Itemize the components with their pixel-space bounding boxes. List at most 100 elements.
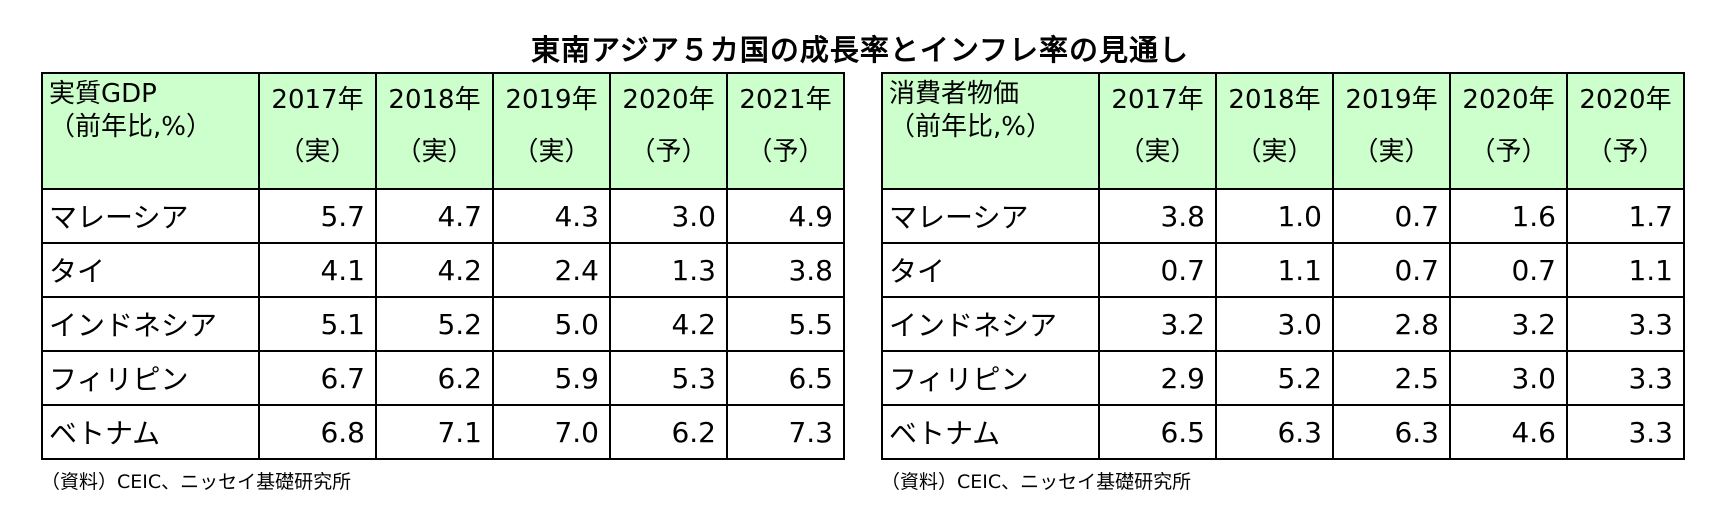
value-cell: 1.7 [1566, 188, 1685, 244]
column-status: （実） [1352, 137, 1431, 167]
column-year: 2020年 [1579, 85, 1672, 115]
column-year: 2018年 [388, 85, 481, 115]
value-cell: 7.0 [492, 404, 611, 460]
table-row: フィリピン 2.9 5.2 2.5 3.0 3.3 [881, 350, 1685, 406]
value-cell: 6.3 [1332, 404, 1451, 460]
value-cell: 5.2 [1215, 350, 1334, 406]
country-name: フィリピン [881, 350, 1100, 406]
table-row: フィリピン 6.7 6.2 5.9 5.3 6.5 [41, 350, 845, 406]
value-cell: 3.3 [1566, 404, 1685, 460]
value-cell: 3.0 [1449, 350, 1568, 406]
table-label-unit: （前年比,%） [49, 112, 212, 142]
table-row: ベトナム 6.5 6.3 6.3 4.6 3.3 [881, 404, 1685, 460]
table-row: ベトナム 6.8 7.1 7.0 6.2 7.3 [41, 404, 845, 460]
value-cell: 1.6 [1449, 188, 1568, 244]
source-note: （資料）CEIC、ニッセイ基礎研究所 [41, 471, 352, 493]
gdp-table: 実質GDP （前年比,%） 2017年 （実） 2018年 （実） 2019年 （実）… [41, 72, 845, 460]
table-header-row: 消費者物価 （前年比,%） 2017年 （実） 2018年 （実） 2019年 （実）… [881, 72, 1685, 190]
table-label-cell: 消費者物価 （前年比,%） [881, 72, 1100, 190]
country-name: マレーシア [881, 188, 1100, 244]
value-cell: 4.7 [375, 188, 494, 244]
value-cell: 3.8 [726, 242, 845, 298]
table-label-unit: （前年比,%） [889, 112, 1052, 142]
column-header: 2018年 （実） [1215, 72, 1334, 190]
column-header: 2018年 （実） [375, 72, 494, 190]
value-cell: 3.2 [1449, 296, 1568, 352]
value-cell: 5.5 [726, 296, 845, 352]
value-cell: 0.7 [1098, 242, 1217, 298]
value-cell: 4.2 [609, 296, 728, 352]
value-cell: 7.1 [375, 404, 494, 460]
column-status: （予） [746, 137, 825, 167]
value-cell: 3.0 [609, 188, 728, 244]
column-status: （予） [629, 137, 708, 167]
value-cell: 1.3 [609, 242, 728, 298]
column-header: 2020年 （予） [1566, 72, 1685, 190]
value-cell: 4.3 [492, 188, 611, 244]
value-cell: 3.3 [1566, 296, 1685, 352]
value-cell: 6.8 [258, 404, 377, 460]
column-status: （実） [512, 137, 591, 167]
country-name: インドネシア [41, 296, 260, 352]
column-header: 2017年 （実） [258, 72, 377, 190]
value-cell: 0.7 [1332, 242, 1451, 298]
table-row: インドネシア 3.2 3.0 2.8 3.2 3.3 [881, 296, 1685, 352]
column-year: 2019年 [505, 85, 598, 115]
column-header: 2021年 （予） [726, 72, 845, 190]
column-status: （予） [1586, 137, 1665, 167]
country-name: ベトナム [881, 404, 1100, 460]
table-header-row: 実質GDP （前年比,%） 2017年 （実） 2018年 （実） 2019年 （実）… [41, 72, 845, 190]
table-label-title: 実質GDP [49, 79, 157, 109]
column-header: 2019年 （実） [1332, 72, 1451, 190]
column-status: （実） [278, 137, 357, 167]
country-name: ベトナム [41, 404, 260, 460]
value-cell: 5.1 [258, 296, 377, 352]
column-status: （実） [1235, 137, 1314, 167]
value-cell: 2.5 [1332, 350, 1451, 406]
column-header: 2020年 （予） [1449, 72, 1568, 190]
column-header: 2019年 （実） [492, 72, 611, 190]
value-cell: 6.7 [258, 350, 377, 406]
value-cell: 6.3 [1215, 404, 1334, 460]
table-label-cell: 実質GDP （前年比,%） [41, 72, 260, 190]
value-cell: 4.2 [375, 242, 494, 298]
column-header: 2020年 （予） [609, 72, 728, 190]
table-row: タイ 4.1 4.2 2.4 1.3 3.8 [41, 242, 845, 298]
table-row: タイ 0.7 1.1 0.7 0.7 1.1 [881, 242, 1685, 298]
column-status: （予） [1469, 137, 1548, 167]
value-cell: 7.3 [726, 404, 845, 460]
value-cell: 3.2 [1098, 296, 1217, 352]
value-cell: 3.3 [1566, 350, 1685, 406]
value-cell: 5.7 [258, 188, 377, 244]
table-label-title: 消費者物価 [889, 79, 1020, 109]
value-cell: 1.1 [1566, 242, 1685, 298]
column-year: 2020年 [622, 85, 715, 115]
value-cell: 3.8 [1098, 188, 1217, 244]
table-row: マレーシア 3.8 1.0 0.7 1.6 1.7 [881, 188, 1685, 244]
value-cell: 4.6 [1449, 404, 1568, 460]
value-cell: 3.0 [1215, 296, 1334, 352]
value-cell: 6.2 [609, 404, 728, 460]
value-cell: 0.7 [1449, 242, 1568, 298]
column-year: 2020年 [1462, 85, 1555, 115]
value-cell: 6.2 [375, 350, 494, 406]
value-cell: 2.9 [1098, 350, 1217, 406]
country-name: マレーシア [41, 188, 260, 244]
country-name: フィリピン [41, 350, 260, 406]
table-row: インドネシア 5.1 5.2 5.0 4.2 5.5 [41, 296, 845, 352]
column-status: （実） [1118, 137, 1197, 167]
value-cell: 2.4 [492, 242, 611, 298]
country-name: タイ [41, 242, 260, 298]
page-title: 東南アジア５カ国の成長率とインフレ率の見通し [531, 33, 1189, 67]
value-cell: 6.5 [726, 350, 845, 406]
value-cell: 5.9 [492, 350, 611, 406]
value-cell: 6.5 [1098, 404, 1217, 460]
value-cell: 1.0 [1215, 188, 1334, 244]
column-year: 2021年 [739, 85, 832, 115]
value-cell: 5.2 [375, 296, 494, 352]
column-year: 2019年 [1345, 85, 1438, 115]
country-name: タイ [881, 242, 1100, 298]
value-cell: 5.3 [609, 350, 728, 406]
table-row: マレーシア 5.7 4.7 4.3 3.0 4.9 [41, 188, 845, 244]
value-cell: 5.0 [492, 296, 611, 352]
